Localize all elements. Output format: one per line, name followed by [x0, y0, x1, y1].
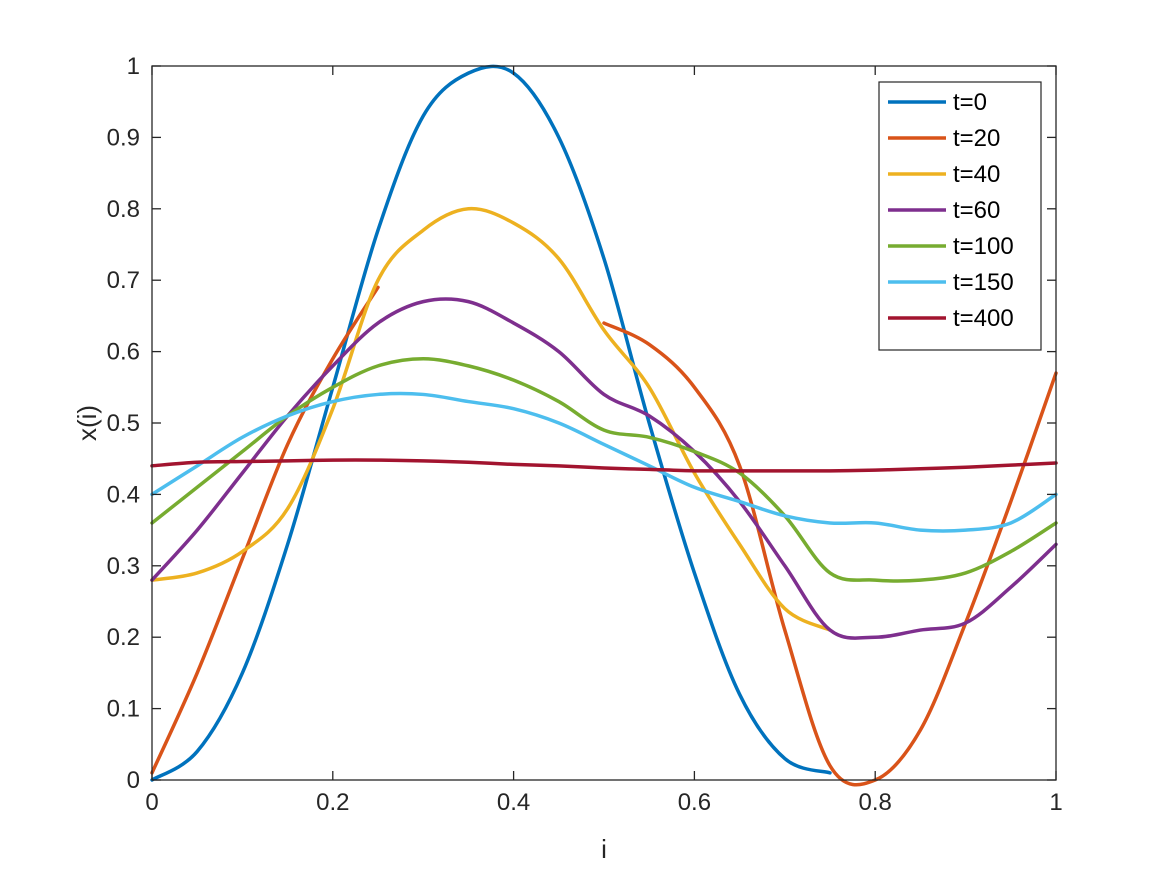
series-line-t-40: [150, 206, 832, 632]
legend-label: t=150: [953, 269, 1014, 296]
y-tick-label: 0.3: [107, 553, 140, 580]
x-tick-label: 0.8: [859, 789, 892, 816]
y-tick-label: 0.1: [107, 696, 140, 723]
series-line-t-100: [150, 356, 1058, 583]
legend-label: t=400: [953, 305, 1014, 332]
y-tick-label: 0.6: [107, 339, 140, 366]
y-tick-label: 0.4: [107, 481, 140, 508]
y-tick-label: 0: [127, 767, 140, 794]
legend-box: [878, 81, 1042, 351]
x-tick-label: 0: [145, 789, 158, 816]
x-tick-label: 0.4: [497, 789, 530, 816]
y-tick-label: 0.2: [107, 624, 140, 651]
x-tick-label: 0.6: [678, 789, 711, 816]
ticks-layer: 0 0.2 0.4 0.6 0.8 1 0 0.1 0.2 0.3 0.4 0.5 0.6 0.7 0.8 0…: [107, 53, 1063, 816]
legend-label: t=60: [953, 197, 1000, 224]
legend-label: t=40: [953, 161, 1000, 188]
x-axis-title: i: [601, 834, 607, 864]
legend-label: t=100: [953, 233, 1014, 260]
series-layer: [150, 64, 1058, 787]
legend-label: t=0: [953, 89, 987, 116]
series-line-t-150: [150, 391, 1058, 533]
y-tick-label: 0.5: [107, 410, 140, 437]
series-line-t-400: [150, 458, 1058, 473]
series-line-t-20: [150, 285, 1058, 787]
legend: t=0 t=20 t=40 t=60 t=100 t=150 t=400: [878, 81, 1042, 351]
x-tick-label: 0.2: [316, 789, 349, 816]
x-tick-label: 1: [1049, 789, 1062, 816]
legend-label: t=20: [953, 125, 1000, 152]
y-tick-label: 0.7: [107, 267, 140, 294]
y-tick-label: 0.8: [107, 196, 140, 223]
y-axis-title: x(i): [72, 405, 102, 441]
y-tick-label: 1: [127, 53, 140, 80]
y-tick-label: 0.9: [107, 124, 140, 151]
